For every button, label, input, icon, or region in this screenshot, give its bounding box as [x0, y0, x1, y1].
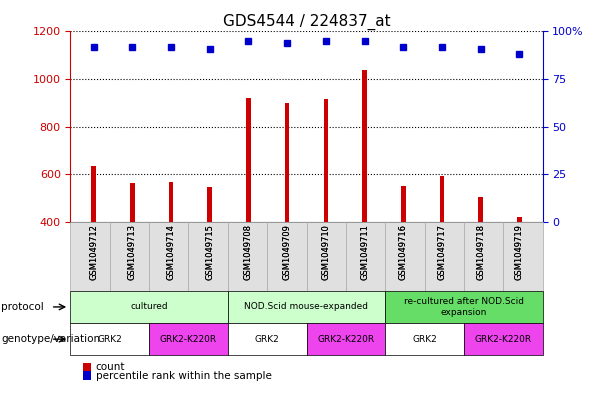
Text: percentile rank within the sample: percentile rank within the sample — [96, 371, 272, 381]
Bar — [517, 217, 522, 222]
Text: GSM1049718: GSM1049718 — [476, 224, 485, 280]
Bar — [207, 187, 212, 222]
Bar — [401, 186, 406, 222]
Text: GSM1049715: GSM1049715 — [205, 224, 215, 280]
Text: GSM1049715: GSM1049715 — [205, 224, 215, 280]
Bar — [91, 166, 96, 222]
Text: GSM1049713: GSM1049713 — [128, 224, 137, 280]
Text: protocol: protocol — [1, 302, 44, 312]
Bar — [130, 183, 135, 222]
Text: GSM1049710: GSM1049710 — [321, 224, 330, 280]
Text: GSM1049709: GSM1049709 — [283, 224, 292, 280]
Text: GSM1049711: GSM1049711 — [360, 224, 369, 280]
Text: GSM1049719: GSM1049719 — [515, 224, 524, 280]
Text: GSM1049710: GSM1049710 — [321, 224, 330, 280]
Bar — [324, 99, 328, 222]
Text: cultured: cultured — [131, 303, 168, 311]
Bar — [478, 197, 483, 222]
Text: GSM1049717: GSM1049717 — [438, 224, 446, 280]
Text: GSM1049714: GSM1049714 — [167, 224, 175, 280]
Text: GRK2: GRK2 — [97, 335, 122, 343]
Text: GRK2: GRK2 — [412, 335, 437, 343]
Text: GSM1049714: GSM1049714 — [167, 224, 175, 280]
Bar — [169, 182, 173, 222]
Text: GSM1049708: GSM1049708 — [244, 224, 253, 280]
Text: NOD.Scid mouse-expanded: NOD.Scid mouse-expanded — [245, 303, 368, 311]
Text: GRK2: GRK2 — [255, 335, 280, 343]
Text: GRK2-K220R: GRK2-K220R — [474, 335, 531, 343]
Text: GSM1049716: GSM1049716 — [398, 224, 408, 280]
Text: GRK2-K220R: GRK2-K220R — [318, 335, 375, 343]
Text: genotype/variation: genotype/variation — [1, 334, 101, 344]
Text: GSM1049712: GSM1049712 — [89, 224, 98, 280]
Bar — [440, 176, 444, 222]
Bar — [246, 98, 251, 222]
Text: GSM1049717: GSM1049717 — [438, 224, 446, 280]
Text: count: count — [96, 362, 125, 372]
Text: GSM1049716: GSM1049716 — [398, 224, 408, 280]
Text: GSM1049712: GSM1049712 — [89, 224, 98, 280]
Text: GSM1049713: GSM1049713 — [128, 224, 137, 280]
Text: GSM1049709: GSM1049709 — [283, 224, 292, 280]
Bar — [362, 70, 367, 222]
Bar — [285, 103, 289, 222]
Text: GSM1049711: GSM1049711 — [360, 224, 369, 280]
Text: GSM1049708: GSM1049708 — [244, 224, 253, 280]
Text: re-cultured after NOD.Scid
expansion: re-cultured after NOD.Scid expansion — [404, 297, 524, 317]
Text: GSM1049719: GSM1049719 — [515, 224, 524, 280]
Text: GDS4544 / 224837_at: GDS4544 / 224837_at — [223, 14, 390, 30]
Text: GSM1049718: GSM1049718 — [476, 224, 485, 280]
Text: GRK2-K220R: GRK2-K220R — [160, 335, 217, 343]
